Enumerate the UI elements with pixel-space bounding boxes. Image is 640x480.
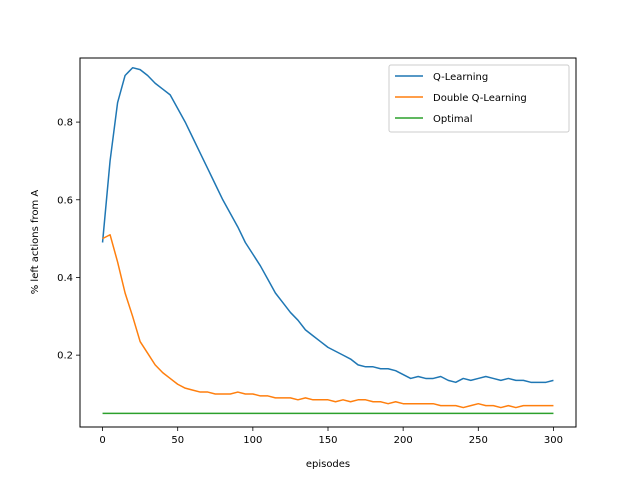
x-axis-label: episodes [306,459,350,470]
y-axis: 0.2 0.4 0.6 0.8 [57,118,80,362]
series-line-1 [102,233,554,409]
x-axis: 0 50 100 150 200 250 300 [99,427,563,446]
series-line-0 [101,66,554,384]
x-tick-label-6: 300 [544,435,563,446]
series-layer [101,66,554,415]
legend-label-2: Optimal [433,114,473,125]
legend-box [388,64,570,133]
y-tick-label-3: 0.8 [57,118,73,129]
legend: Q-Learning Double Q-Learning Optimal [388,64,570,133]
x-tick-label-1: 50 [171,435,184,446]
x-tick-label-0: 0 [99,435,105,446]
y-axis-label: % left actions from A [30,190,41,295]
y-tick-label-2: 0.6 [57,195,73,206]
legend-label-1: Double Q-Learning [433,93,527,104]
legend-label-0: Q-Learning [433,72,488,83]
x-tick-label-3: 150 [318,435,337,446]
x-tick-label-4: 200 [394,435,413,446]
y-tick-label-1: 0.4 [57,273,73,284]
y-tick-label-0: 0.2 [57,351,73,362]
x-tick-label-2: 100 [243,435,262,446]
x-tick-label-5: 250 [469,435,488,446]
